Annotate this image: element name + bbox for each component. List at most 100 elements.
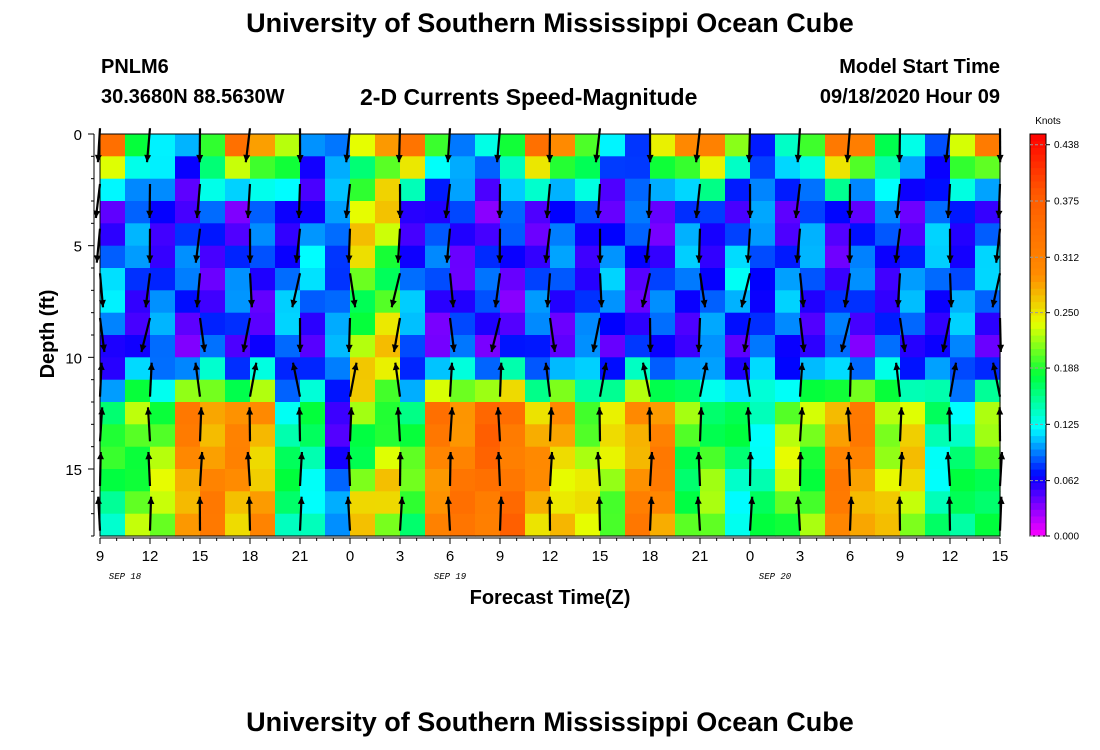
- heatmap-cell: [500, 201, 526, 224]
- heatmap-cell: [575, 357, 601, 381]
- heatmap-cell: [525, 379, 551, 403]
- heatmap-cell: [200, 469, 226, 492]
- heatmap-cell: [700, 178, 726, 202]
- heatmap-cell: [300, 156, 326, 180]
- heatmap-cell: [550, 402, 576, 425]
- current-vector: [742, 362, 752, 397]
- x-axis: 9 12 15 18 21 0 3 6 9 12 15 18 21 0 3 6 9 12 15 SEP 18 SEP 1…: [96, 537, 1008, 582]
- heatmap-cell: [425, 134, 451, 157]
- heatmap-cell: [775, 178, 801, 202]
- heatmap-cell: [100, 312, 126, 336]
- heatmap-cell: [600, 312, 626, 336]
- heatmap-cell: [850, 402, 876, 425]
- heatmap-cell: [500, 335, 526, 358]
- current-vector: [698, 273, 708, 308]
- heatmap-cell: [975, 491, 1001, 515]
- heatmap-cell: [250, 134, 276, 157]
- heatmap-cell: [125, 312, 151, 336]
- heatmap-cell: [100, 379, 126, 403]
- x-tick-label: 12: [942, 548, 959, 565]
- current-vector: [798, 362, 806, 397]
- colorbar-segment: [1030, 214, 1046, 222]
- heatmap-cell: [875, 469, 901, 492]
- heatmap-cell: [700, 134, 726, 157]
- current-vector: [245, 496, 253, 531]
- heatmap-cell: [525, 424, 551, 448]
- heatmap-cell: [550, 178, 576, 202]
- heatmap-cell: [175, 469, 201, 492]
- heatmap-cell: [975, 156, 1001, 180]
- heatmap-cell: [675, 357, 701, 381]
- heatmap-cell: [650, 201, 676, 224]
- heatmap-cell: [675, 424, 701, 448]
- colorbar-segment: [1030, 509, 1046, 517]
- heatmap-cell: [425, 245, 451, 269]
- heatmap-cell: [225, 268, 251, 291]
- heatmap-cell: [625, 201, 651, 224]
- heatmap-cell: [625, 223, 651, 247]
- heatmap-cell: [100, 446, 126, 470]
- heatmap-cell: [800, 290, 826, 314]
- current-vector: [744, 228, 752, 263]
- heatmap-cell: [325, 223, 351, 247]
- heatmap-cell: [150, 424, 176, 448]
- heatmap-cell: [375, 134, 401, 157]
- heatmap-cell: [225, 357, 251, 381]
- footer-title: University of Southern Mississippi Ocean…: [246, 707, 854, 737]
- colorbar-tick-label: 0.000: [1054, 532, 1079, 543]
- colorbar-segment: [1030, 227, 1046, 236]
- heatmap-cell: [950, 268, 976, 291]
- current-vector: [596, 228, 604, 263]
- current-vector: [448, 317, 457, 353]
- heatmap-cell: [150, 491, 176, 515]
- heatmap-cell: [500, 424, 526, 448]
- heatmap-cell: [100, 469, 126, 492]
- heatmap-cell: [975, 424, 1001, 448]
- heatmap-cell: [850, 178, 876, 202]
- current-vector: [697, 407, 705, 442]
- heatmap-cell: [400, 178, 426, 202]
- heatmap-cell: [950, 178, 976, 202]
- heatmap-cell: [875, 357, 901, 381]
- heatmap-cell: [575, 223, 601, 247]
- heatmap-cell: [350, 446, 376, 470]
- heatmap-cell: [700, 469, 726, 492]
- current-vector: [448, 362, 455, 397]
- heatmap-cell: [400, 156, 426, 180]
- colorbar-segment: [1030, 261, 1046, 269]
- heatmap-cell: [150, 446, 176, 470]
- heatmap-cell: [275, 379, 301, 403]
- heatmap-cell: [200, 357, 226, 381]
- heatmap-cell: [800, 513, 826, 537]
- current-vector: [447, 451, 454, 487]
- colorbar-segment: [1030, 422, 1046, 430]
- heatmap-cell: [250, 201, 276, 224]
- heatmap-cell: [725, 446, 751, 470]
- heatmap-cell: [675, 402, 701, 425]
- x-tick-label: 21: [692, 548, 709, 565]
- heatmap-cell: [300, 424, 326, 448]
- heatmap-cell: [800, 446, 826, 470]
- heatmap-cell: [850, 290, 876, 314]
- heatmap-cell: [550, 290, 576, 314]
- current-vector: [496, 183, 504, 219]
- heatmap-cell: [600, 469, 626, 492]
- heatmap-cell: [850, 357, 876, 381]
- heatmap-cell: [600, 201, 626, 224]
- heatmap-cell: [325, 290, 351, 314]
- heatmap-cell: [825, 268, 851, 291]
- heatmap-cell: [350, 268, 376, 291]
- heatmap-cell: [350, 156, 376, 180]
- heatmap-cell: [300, 402, 326, 425]
- x-tick-label: 21: [292, 548, 309, 565]
- heatmap-cell: [700, 424, 726, 448]
- heatmap-cell: [175, 335, 201, 358]
- heatmap-cell: [975, 134, 1001, 157]
- heatmap-cell: [225, 245, 251, 269]
- heatmap-cell: [550, 268, 576, 291]
- heatmap-cell: [800, 424, 826, 448]
- heatmap-cell: [450, 134, 476, 157]
- heatmap-cell: [575, 379, 601, 403]
- heatmap-cell: [275, 312, 301, 336]
- heatmap-cell: [975, 379, 1001, 403]
